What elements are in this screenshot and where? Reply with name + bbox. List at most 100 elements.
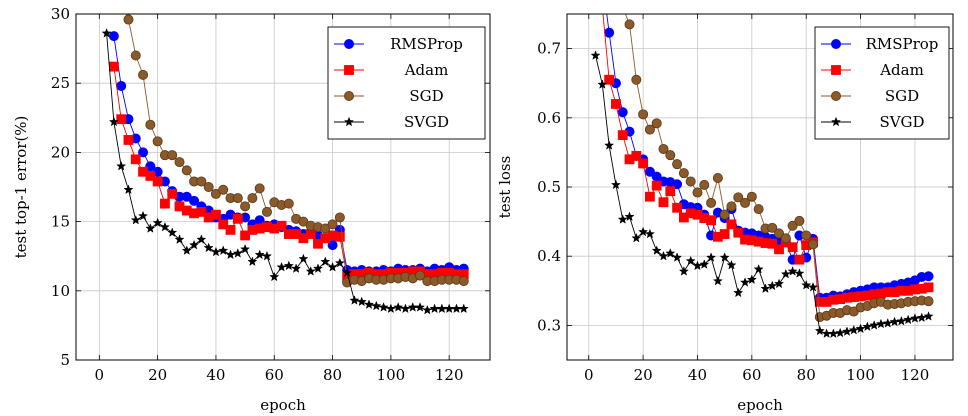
data-point-adam xyxy=(638,158,649,169)
data-point-svgd xyxy=(706,252,717,262)
data-point-svgd xyxy=(276,261,287,272)
series-adam xyxy=(602,14,934,307)
data-point-svgd xyxy=(903,314,914,325)
data-point-rmsprop xyxy=(189,195,200,206)
data-point-sgd xyxy=(692,187,703,198)
data-point-svgd xyxy=(159,221,170,232)
data-point-svgd xyxy=(320,256,331,267)
data-point-sgd xyxy=(651,118,662,129)
data-point-svgd xyxy=(672,252,683,262)
data-point-adam xyxy=(218,219,229,230)
data-point-sgd xyxy=(283,198,294,209)
data-point-sgd xyxy=(232,193,243,204)
data-point-svgd xyxy=(712,275,723,286)
data-point-svgd xyxy=(638,226,649,237)
legend-marker-rmsprop xyxy=(343,39,354,50)
data-point-svgd xyxy=(590,50,601,60)
data-point-svgd xyxy=(767,280,778,291)
data-point-svgd xyxy=(760,283,771,294)
data-point-svgd xyxy=(283,260,294,271)
plot-area xyxy=(101,14,469,315)
legend-marker-svgd xyxy=(830,116,842,127)
y-tick-label: 0.3 xyxy=(537,316,561,334)
data-point-sgd xyxy=(123,14,134,25)
data-point-svgd xyxy=(699,259,710,269)
data-point-adam xyxy=(305,229,316,239)
data-point-sgd xyxy=(774,228,785,239)
data-point-svgd xyxy=(923,311,934,321)
data-point-adam xyxy=(225,225,236,235)
data-point-svgd xyxy=(821,328,832,339)
x-tick-label: 40 xyxy=(206,366,225,384)
legend: RMSProp Adam SGD SVGD xyxy=(327,26,486,140)
series-sgd xyxy=(624,14,934,323)
data-point-adam xyxy=(240,230,250,241)
data-point-rmsprop xyxy=(617,107,628,118)
data-point-sgd xyxy=(624,19,635,30)
y-tick-label: 0.4 xyxy=(537,247,561,265)
legend-marker-rmsprop xyxy=(831,39,842,50)
data-point-rmsprop xyxy=(145,161,156,172)
data-point-svgd xyxy=(174,234,185,244)
legend-item-sgd: SGD xyxy=(334,87,444,105)
data-point-sgd xyxy=(672,159,683,170)
data-point-sgd xyxy=(415,270,426,281)
legend-marker-adam xyxy=(831,65,841,75)
data-point-svgd xyxy=(658,250,669,261)
y-tick-label: 0.7 xyxy=(537,40,561,58)
x-tick-label: 120 xyxy=(435,366,464,384)
data-point-svgd xyxy=(848,324,859,335)
x-tick-label: 60 xyxy=(265,366,284,384)
data-point-svgd xyxy=(855,323,866,334)
data-point-svgd xyxy=(349,295,360,305)
data-point-svgd xyxy=(138,210,149,221)
plot-area xyxy=(590,14,934,339)
data-point-svgd xyxy=(356,296,367,307)
data-point-svgd xyxy=(203,242,214,253)
data-point-svgd xyxy=(746,274,757,285)
data-point-sgd xyxy=(746,191,757,202)
y-axis-label: test loss xyxy=(496,156,514,219)
data-point-svgd xyxy=(651,245,662,255)
data-point-sgd xyxy=(218,184,229,195)
data-point-sgd xyxy=(254,183,265,194)
x-axis-label: epoch xyxy=(260,396,306,414)
data-point-svgd xyxy=(152,217,163,228)
data-point-svgd xyxy=(218,245,229,255)
data-point-svgd xyxy=(422,304,433,315)
data-point-adam xyxy=(787,242,798,253)
x-tick-label: 60 xyxy=(742,366,761,384)
data-point-svgd xyxy=(828,328,839,339)
data-point-adam xyxy=(167,189,178,199)
data-point-svgd xyxy=(753,264,764,274)
data-point-svgd xyxy=(787,266,798,276)
data-point-sgd xyxy=(152,136,163,147)
data-point-svgd xyxy=(254,249,265,260)
data-point-rmsprop xyxy=(138,147,149,158)
data-point-adam xyxy=(733,227,744,238)
x-tick-label: 100 xyxy=(846,366,875,384)
data-point-svgd xyxy=(610,179,621,190)
data-point-svgd xyxy=(429,303,440,314)
data-point-adam xyxy=(794,254,805,265)
legend-label: SGD xyxy=(885,87,919,105)
data-point-svgd xyxy=(393,302,404,312)
data-point-adam xyxy=(617,130,628,140)
data-point-adam xyxy=(651,180,662,191)
data-point-sgd xyxy=(699,179,710,190)
data-point-sgd xyxy=(726,201,737,212)
legend-item-adam: Adam xyxy=(821,61,924,79)
data-point-svgd xyxy=(240,243,251,254)
data-point-svgd xyxy=(400,303,411,314)
series-svgd xyxy=(590,50,934,339)
data-point-adam xyxy=(276,220,287,231)
data-point-svgd xyxy=(733,287,744,298)
data-point-svgd xyxy=(327,261,338,272)
data-point-svgd xyxy=(835,327,846,338)
data-point-sgd xyxy=(787,220,798,231)
legend-item-svgd: SVGD xyxy=(821,113,925,131)
data-point-svgd xyxy=(862,321,873,332)
data-point-sgd xyxy=(740,197,751,208)
legend-item-rmsprop: RMSProp xyxy=(334,35,463,53)
